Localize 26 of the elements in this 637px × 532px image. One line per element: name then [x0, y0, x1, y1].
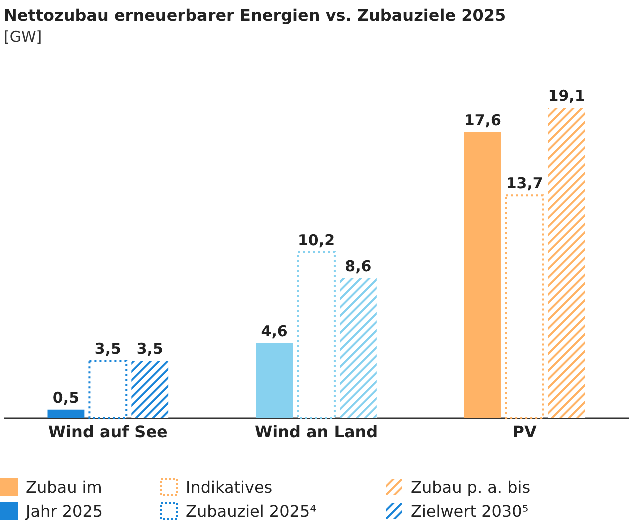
bar [132, 361, 169, 418]
legend-label: Zubau im Jahr 2025 [26, 477, 104, 523]
bar [48, 410, 85, 418]
bar [88, 360, 128, 419]
bar [297, 251, 336, 419]
chart-subtitle: [GW] [4, 28, 42, 46]
data-label: 17,6 [464, 111, 502, 130]
data-label: 3,5 [136, 340, 164, 358]
bar [340, 278, 377, 418]
x-tick-label: PV [512, 422, 538, 442]
bar [505, 194, 544, 419]
data-label: 0,5 [52, 388, 80, 407]
data-label: 8,6 [345, 257, 372, 276]
data-label: 19,1 [548, 87, 586, 105]
chart-title: Nettozubau erneuerbarer Energien vs. Zubauziele 2025 [4, 6, 506, 25]
bar [548, 108, 586, 418]
x-tick-label: Wind an Land [254, 422, 378, 442]
bar [256, 343, 294, 418]
legend-label: Zubau p. a. bis Zielwert 2030⁵ [411, 477, 532, 523]
legend-label: Indikatives Zubauziel 2025⁴ [186, 477, 318, 523]
data-label: 13,7 [506, 174, 544, 193]
bar [464, 132, 502, 418]
data-label: 4,6 [261, 322, 288, 340]
data-label: 10,2 [298, 231, 336, 250]
data-label: 3,5 [94, 340, 122, 358]
x-tick-label: Wind auf See [48, 422, 168, 442]
